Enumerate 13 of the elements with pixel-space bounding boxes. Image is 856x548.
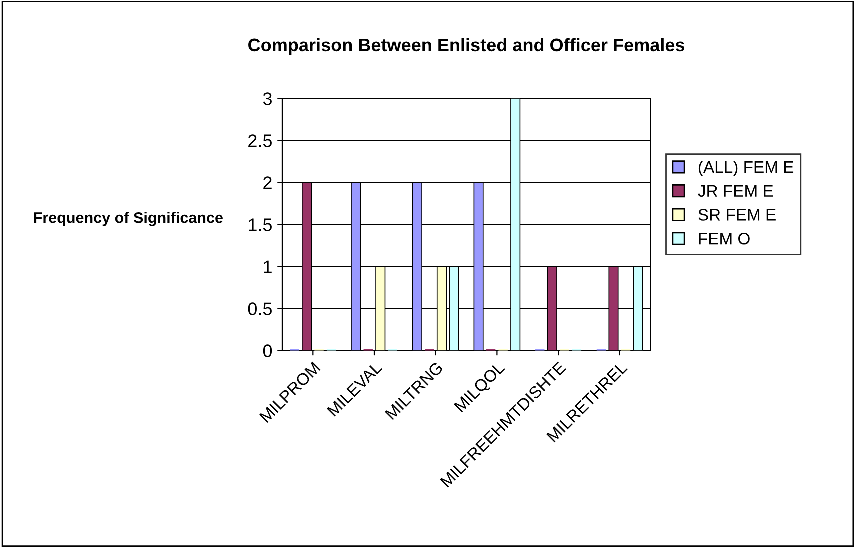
legend-label: FEM O <box>699 232 750 245</box>
y-tick-label: 0 <box>263 344 272 358</box>
y-tick-label: 1 <box>264 260 272 274</box>
legend-label: (ALL) FEM E <box>698 160 794 176</box>
y-tick-label: 2 <box>264 176 272 190</box>
y-tick-label: 0.5 <box>248 302 272 316</box>
y-tick-label: 2.5 <box>248 134 272 148</box>
legend-label: JR FEM E <box>698 185 774 198</box>
y-tick-label: 1.5 <box>249 218 272 232</box>
y-axis-title: Frequency of Significance <box>34 212 223 226</box>
legend-label: SR FEM E <box>698 209 776 221</box>
chart-title: Comparison Between Enlisted and Officer Females <box>248 38 685 56</box>
y-tick-label: 3 <box>263 92 272 106</box>
